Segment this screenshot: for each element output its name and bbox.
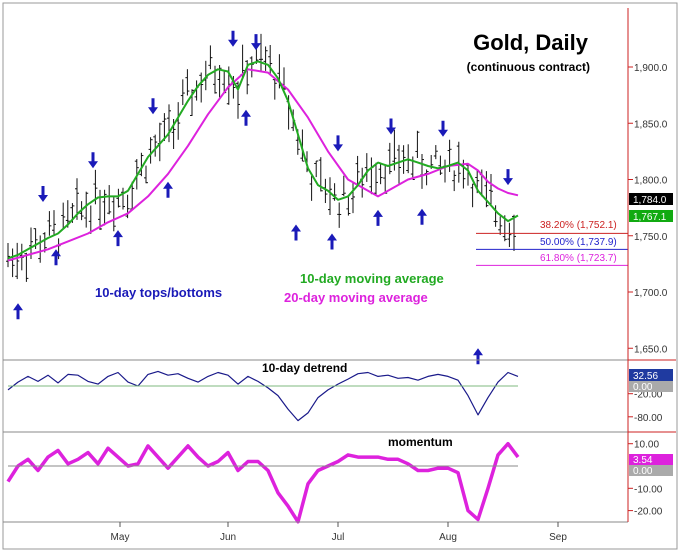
detrend-last-badge <box>629 369 673 381</box>
momentum-y-tick-label: 10.00 <box>634 440 659 451</box>
x-tick-label: Jul <box>332 532 345 543</box>
cycle-top-arrow-3-head <box>228 39 238 47</box>
cycle-bottom-arrow-1-head <box>51 249 61 257</box>
cycle-top-arrow-5-head <box>333 144 343 152</box>
x-tick-label: Sep <box>549 532 567 543</box>
momentum-y-tick-label: -20.00 <box>634 507 663 518</box>
ma10-badge <box>629 210 673 222</box>
detrend-last-label: 32.56 <box>633 371 658 382</box>
chart-subtitle: (continuous contract) <box>467 60 590 74</box>
cycle-bottom-arrow-2-head <box>113 230 123 238</box>
cycle-bottom-arrow-6-head <box>327 233 337 241</box>
retracement-label-500-text: 50.00% (1,737.9) <box>540 237 617 248</box>
detrend-y-tick-label: -80.00 <box>634 413 663 424</box>
annotation-20day-ma: 20-day moving average <box>284 290 428 305</box>
annotation-tops-bottoms: 10-day tops/bottoms <box>95 285 222 300</box>
cycle-top-arrow-2-head <box>148 107 158 115</box>
cycle-top-arrow-1-head <box>88 161 98 169</box>
cycle-top-arrow-7-head <box>438 129 448 137</box>
cycle-bottom-arrow-9-head <box>473 348 483 356</box>
cycle-bottom-arrow-5-head <box>291 224 301 232</box>
cycle-arrows <box>13 30 513 365</box>
x-tick-label: May <box>111 532 130 543</box>
detrend-line <box>7 370 519 422</box>
annotation-10day-ma: 10-day moving average <box>300 271 444 286</box>
last-price-badge <box>629 193 673 205</box>
price-y-tick-label: 1,850.0 <box>634 119 668 130</box>
ma10-last-label: 1,767.1 <box>633 212 667 223</box>
cycle-bottom-arrow-8-head <box>417 208 427 216</box>
detrend-y-tick-label: -20.00 <box>634 390 663 401</box>
detrend-zero-label: 0.00 <box>633 382 653 393</box>
price-y-tick-label: 1,700.0 <box>634 288 668 299</box>
last-price-label: 1,784.0 <box>633 195 667 206</box>
momentum-y-tick-label: -10.00 <box>634 484 663 495</box>
price-y-tick-label: 1,800.0 <box>634 176 668 187</box>
cycle-bottom-arrow-4-head <box>241 109 251 117</box>
detrend-title: 10-day detrend <box>262 361 347 375</box>
cycle-top-arrow-4-head <box>251 43 261 51</box>
retracement-label-382-text: 38.20% (1,752.1) <box>540 220 617 231</box>
x-tick-label: Jun <box>220 532 236 543</box>
retracement-lines <box>476 232 628 266</box>
momentum-last-badge <box>629 454 673 465</box>
retracement-label-618: 61.80% (1,723.7) <box>540 253 617 264</box>
x-tick-label: Aug <box>439 532 457 543</box>
cycle-top-arrow-6-head <box>386 127 396 135</box>
momentum-last-label: 3.54 <box>633 455 653 466</box>
ma20-line <box>7 68 519 262</box>
price-y-tick-label: 1,750.0 <box>634 232 668 243</box>
momentum-zero-label: 0.00 <box>633 466 653 477</box>
chart-title: Gold, Daily <box>473 30 589 55</box>
momentum-title: momentum <box>388 435 453 449</box>
detrend-zero-badge <box>629 381 673 392</box>
cycle-bottom-arrow-0-head <box>13 303 23 311</box>
retracement-label-500: 50.00% (1,737.9) <box>540 237 617 248</box>
cycle-bottom-arrow-3-head <box>163 181 173 189</box>
momentum-zero-badge <box>629 465 673 476</box>
retracement-label-618-text: 61.80% (1,723.7) <box>540 253 617 264</box>
cycle-top-arrow-8-head <box>503 178 513 186</box>
cycle-bottom-arrow-7-head <box>373 209 383 217</box>
ma10-line <box>7 60 519 260</box>
retracement-label-382: 38.20% (1,752.1) <box>540 220 617 231</box>
price-y-tick-label: 1,900.0 <box>634 63 668 74</box>
price-y-tick-label: 1,650.0 <box>634 344 668 355</box>
cycle-top-arrow-0-head <box>38 195 48 202</box>
